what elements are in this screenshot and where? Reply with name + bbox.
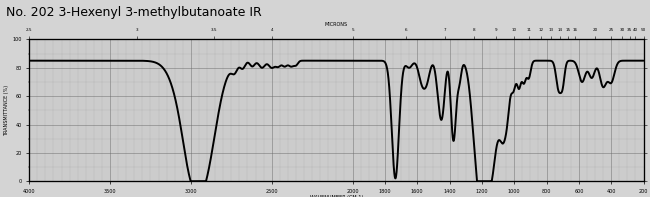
Text: No. 202 3-Hexenyl 3-methylbutanoate IR: No. 202 3-Hexenyl 3-methylbutanoate IR — [6, 6, 262, 19]
X-axis label: WAVENUMBER (CM-1): WAVENUMBER (CM-1) — [309, 195, 363, 197]
X-axis label: MICRONS: MICRONS — [325, 22, 348, 27]
Y-axis label: TRANSMITTANCE (%): TRANSMITTANCE (%) — [5, 85, 10, 136]
